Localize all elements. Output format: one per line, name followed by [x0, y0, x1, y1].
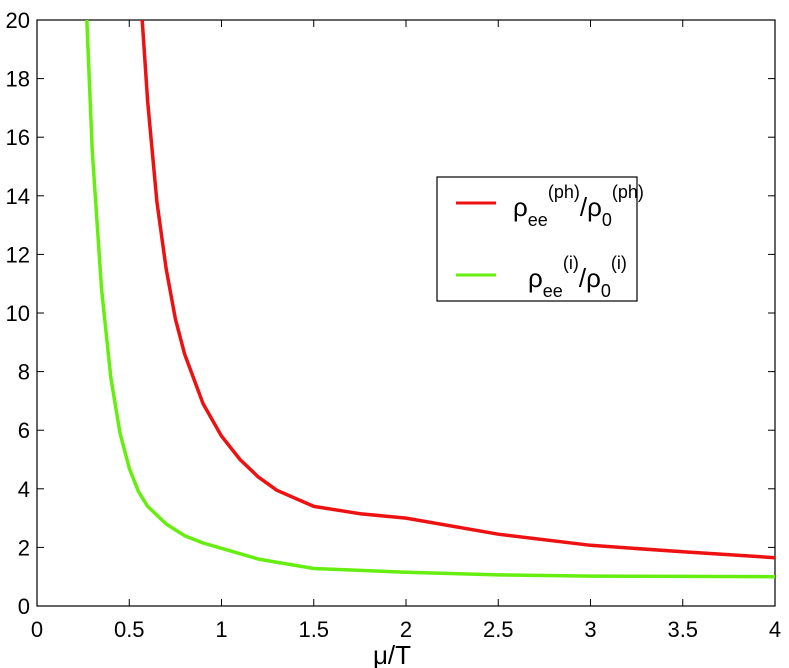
x-tick-label: 2: [400, 617, 412, 642]
y-tick-label: 8: [18, 360, 30, 385]
axis-ticks: 0 0.5 1 1.5 2 2.5 3 3.5 4 0 2 4 6 8 10 12 14 16 18 20: [6, 8, 782, 642]
x-axis-label: μ/T: [373, 640, 411, 668]
y-tick-label: 2: [18, 535, 30, 560]
legend-label-series-2: ρee(i)/ρ0(i): [528, 253, 627, 301]
y-tick-label: 10: [6, 301, 30, 326]
y-tick-label: 16: [6, 125, 30, 150]
x-tick-label: 0.5: [114, 617, 145, 642]
x-tick-label: 4: [769, 617, 781, 642]
x-tick-label: 1.5: [298, 617, 329, 642]
x-tick-label: 0: [31, 617, 43, 642]
plot-area: [36, 19, 776, 607]
y-tick-label: 12: [6, 242, 30, 267]
legend: ρee(ph)/ρ0(ph) ρee(i)/ρ0(i): [436, 176, 644, 302]
series-line-2: [85, 19, 776, 579]
x-tick-label: 3.5: [667, 617, 698, 642]
y-tick-label: 0: [18, 594, 30, 619]
legend-box: [436, 176, 638, 302]
series-line-1: [140, 19, 776, 560]
x-tick-label: 2.5: [483, 617, 514, 642]
legend-label-series-1: ρee(ph)/ρ0(ph): [513, 182, 644, 230]
y-tick-label: 4: [18, 477, 30, 502]
y-tick-label: 6: [18, 418, 30, 443]
x-tick-label: 3: [584, 617, 596, 642]
series-lines: [85, 19, 776, 579]
x-tick-label: 1: [215, 617, 227, 642]
y-tick-label: 14: [6, 184, 30, 209]
y-tick-label: 20: [6, 8, 30, 33]
y-tick-label: 18: [6, 67, 30, 92]
